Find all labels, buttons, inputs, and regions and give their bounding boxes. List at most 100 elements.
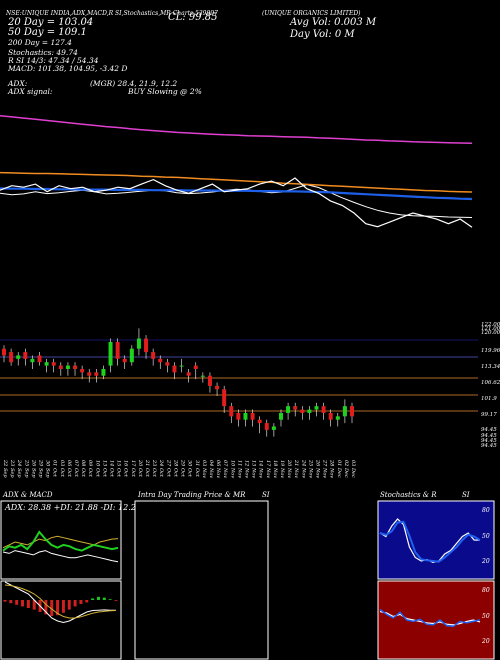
stochastics-label: Stochastics: 49.74 [8, 48, 78, 57]
close-price-label: CL: 99.85 [168, 12, 218, 23]
x-date-label: 15 Oct [116, 460, 122, 478]
y-tick-label: 94.45 [481, 433, 497, 439]
candle-body [87, 372, 92, 376]
y-tick-label: 121.00 [481, 326, 500, 332]
macd-line [4, 581, 117, 624]
x-date-label: 03 Nov [201, 460, 207, 478]
candle-body [30, 358, 35, 363]
macd-bar [61, 600, 65, 613]
candle-body [314, 406, 319, 410]
candle-body [278, 412, 283, 420]
candle-body [108, 341, 113, 366]
candle-body [222, 389, 227, 407]
macd-bar [91, 598, 95, 600]
ma20-label: 20 Day = 103.04 [8, 17, 94, 28]
x-date-label: 08 Oct [80, 460, 86, 478]
stoch-tick-20: 20 [481, 558, 490, 565]
x-date-label: 11 Nov [236, 460, 242, 478]
adx-series-adx [2, 535, 119, 549]
y-tick-label: 101.9 [481, 396, 497, 402]
macd-bar [67, 600, 71, 610]
x-date-label: 22 Sep [2, 459, 8, 478]
x-date-label: 14 Nov [258, 460, 264, 478]
candle-body [200, 375, 205, 377]
ma50-label: 50 Day = 109.1 [8, 27, 87, 38]
macd-bar [56, 600, 60, 616]
y-tick-label: 106.62 [481, 380, 500, 386]
candle-body [286, 406, 291, 413]
x-date-label: 20 Nov [286, 459, 292, 478]
x-date-label: 13 Nov [251, 460, 257, 478]
adx-values: (MGR) 28.4, 21.9, 12.2 [90, 79, 178, 88]
candle-body [257, 419, 262, 424]
x-date-label: 13 Oct [101, 460, 107, 478]
candle-body [350, 406, 354, 417]
x-date-label: 30 Sep [45, 460, 51, 478]
macd-bar [85, 600, 89, 603]
x-date-label: 30 Oct [187, 460, 193, 478]
macd-histogram [3, 581, 118, 624]
candle-body [243, 412, 248, 420]
candle-body [321, 406, 326, 413]
macd-bar [32, 600, 36, 610]
macd-bar [102, 597, 106, 600]
intra-panel-si: SI [262, 491, 270, 499]
indicator-panels: ADX: 28.38 +DI: 21.88 -DI: 12.22 80 50 2… [0, 500, 495, 660]
macd-bar [3, 600, 7, 602]
candle-body [65, 365, 70, 369]
candle-body [207, 375, 212, 386]
candle-body [264, 423, 269, 430]
candle-body [271, 426, 276, 430]
candle-body [122, 358, 127, 363]
x-date-label: 23 Sep [9, 459, 15, 478]
x-date-label: 21 Oct [144, 459, 150, 478]
ma-line-200-day [0, 114, 473, 145]
y-tick-label: 99.17 [481, 412, 497, 418]
macd-bar [79, 600, 83, 604]
x-date-label: 09 Oct [87, 460, 93, 478]
x-date-label: 01 Dec [336, 460, 342, 478]
x-date-label: 10 Nov [229, 460, 235, 478]
stoch-tick-50: 50 [482, 533, 490, 540]
candle-body [129, 348, 134, 363]
candle-body [158, 358, 163, 363]
adx-series-di [2, 550, 119, 563]
x-date-label: 25 Nov [307, 459, 313, 478]
candle-body [151, 352, 156, 359]
x-date-label: 21 Nov [293, 459, 299, 478]
candle-body [236, 412, 241, 420]
y-tick-label: 122.00 [481, 322, 500, 328]
adx-lines [2, 530, 119, 563]
macd-bar [50, 600, 54, 616]
candle-body [335, 416, 340, 420]
rsi-label: R SI 14/3: 47.34 / 54.34 [8, 56, 99, 65]
macd-bar [44, 600, 48, 615]
x-date-label: 19 Nov [279, 460, 285, 478]
y-tick-label: 94.45 [481, 438, 497, 444]
candle-body [229, 406, 234, 417]
x-date-label: 28 Oct [172, 459, 178, 478]
x-date-label: 10 Oct [94, 460, 100, 478]
y-tick-label: 120.00 [481, 330, 500, 336]
rsi-signal-line [379, 608, 481, 628]
candle-body [115, 341, 120, 359]
x-date-label: 24 Sep [16, 459, 22, 478]
adx-panel-frame [0, 500, 122, 580]
candle-body [136, 338, 141, 349]
candle-body [165, 362, 170, 366]
intraday-panel-frame [134, 500, 269, 660]
stoch-tick-80: 80 [482, 507, 490, 514]
x-date-label: 25 Sep [23, 459, 29, 478]
x-date-label: 14 Oct [109, 460, 115, 478]
adx-series-di [2, 530, 119, 552]
macd-bar [114, 600, 118, 601]
macd-bar [73, 600, 77, 607]
stochastics-d-line [379, 520, 481, 563]
candle-body [44, 362, 49, 366]
x-date-label: 29 Oct [180, 459, 186, 478]
macd-signal-line [4, 584, 117, 619]
x-date-label: 07 Oct [73, 460, 79, 478]
ma-line-close [0, 177, 473, 228]
rsi-tick-80: 80 [482, 587, 490, 594]
